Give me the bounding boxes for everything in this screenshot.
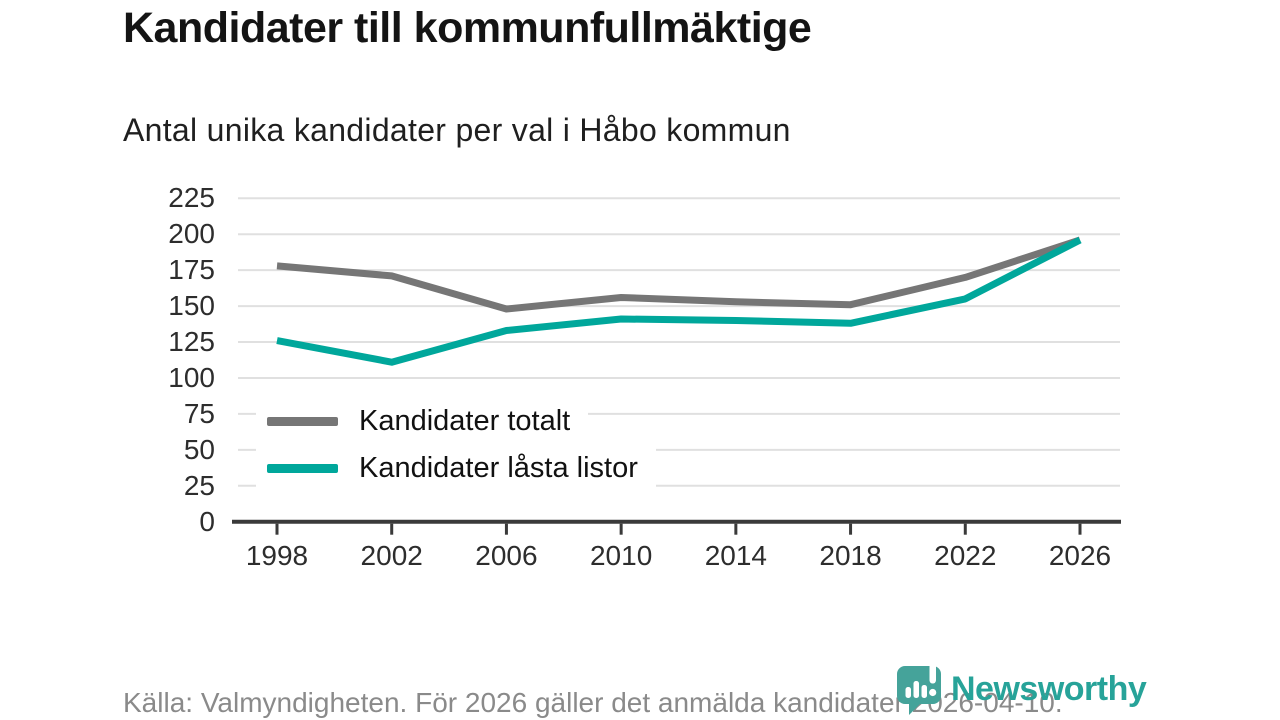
x-axis-label-2006: 2006 xyxy=(475,540,538,571)
legend-swatch-locked xyxy=(267,463,338,473)
series-line-1 xyxy=(276,236,1082,366)
x-axis-label-2026: 2026 xyxy=(1048,540,1112,571)
y-axis-label-225: 225 xyxy=(168,182,215,214)
x-axis-label-2010: 2010 xyxy=(589,540,653,571)
newsworthy-logo: Newsworthy xyxy=(894,662,1147,716)
x-axis-label-2018: 2018 xyxy=(819,540,882,571)
y-axis-label-175: 175 xyxy=(168,254,215,286)
y-axis-label-200: 200 xyxy=(168,218,215,250)
legend-label-locked: Kandidater låsta listor xyxy=(359,452,638,484)
y-axis-label-25: 25 xyxy=(183,469,215,501)
legend-label-total: Kandidater totalt xyxy=(359,405,571,437)
x-axis-label-2014: 2014 xyxy=(704,540,767,571)
y-axis-label-0: 0 xyxy=(199,505,215,537)
chart-legend: Kandidater totalt Kandidater låsta listo… xyxy=(256,398,656,492)
y-axis-label-150: 150 xyxy=(168,290,215,322)
y-axis-label-50: 50 xyxy=(183,433,215,465)
x-axis-label-1998: 1998 xyxy=(245,540,309,571)
chart-subtitle: Antal unika kandidater per val i Håbo ko… xyxy=(123,112,791,148)
legend-item-total: Kandidater totalt xyxy=(256,398,589,444)
x-axis-label-2022: 2022 xyxy=(934,540,997,571)
legend-item-locked: Kandidater låsta listor xyxy=(256,445,656,491)
newsworthy-wordmark: Newsworthy xyxy=(951,669,1147,708)
newsworthy-icon xyxy=(897,662,941,715)
y-axis-label-125: 125 xyxy=(168,326,215,358)
x-axis-label-2002: 2002 xyxy=(360,540,423,571)
series-line-0 xyxy=(276,236,1082,313)
y-axis-label-75: 75 xyxy=(183,397,215,429)
y-axis-label-100: 100 xyxy=(168,361,215,393)
legend-swatch-total xyxy=(267,416,338,426)
chart-title: Kandidater till kommunfullmäktige xyxy=(123,4,812,52)
